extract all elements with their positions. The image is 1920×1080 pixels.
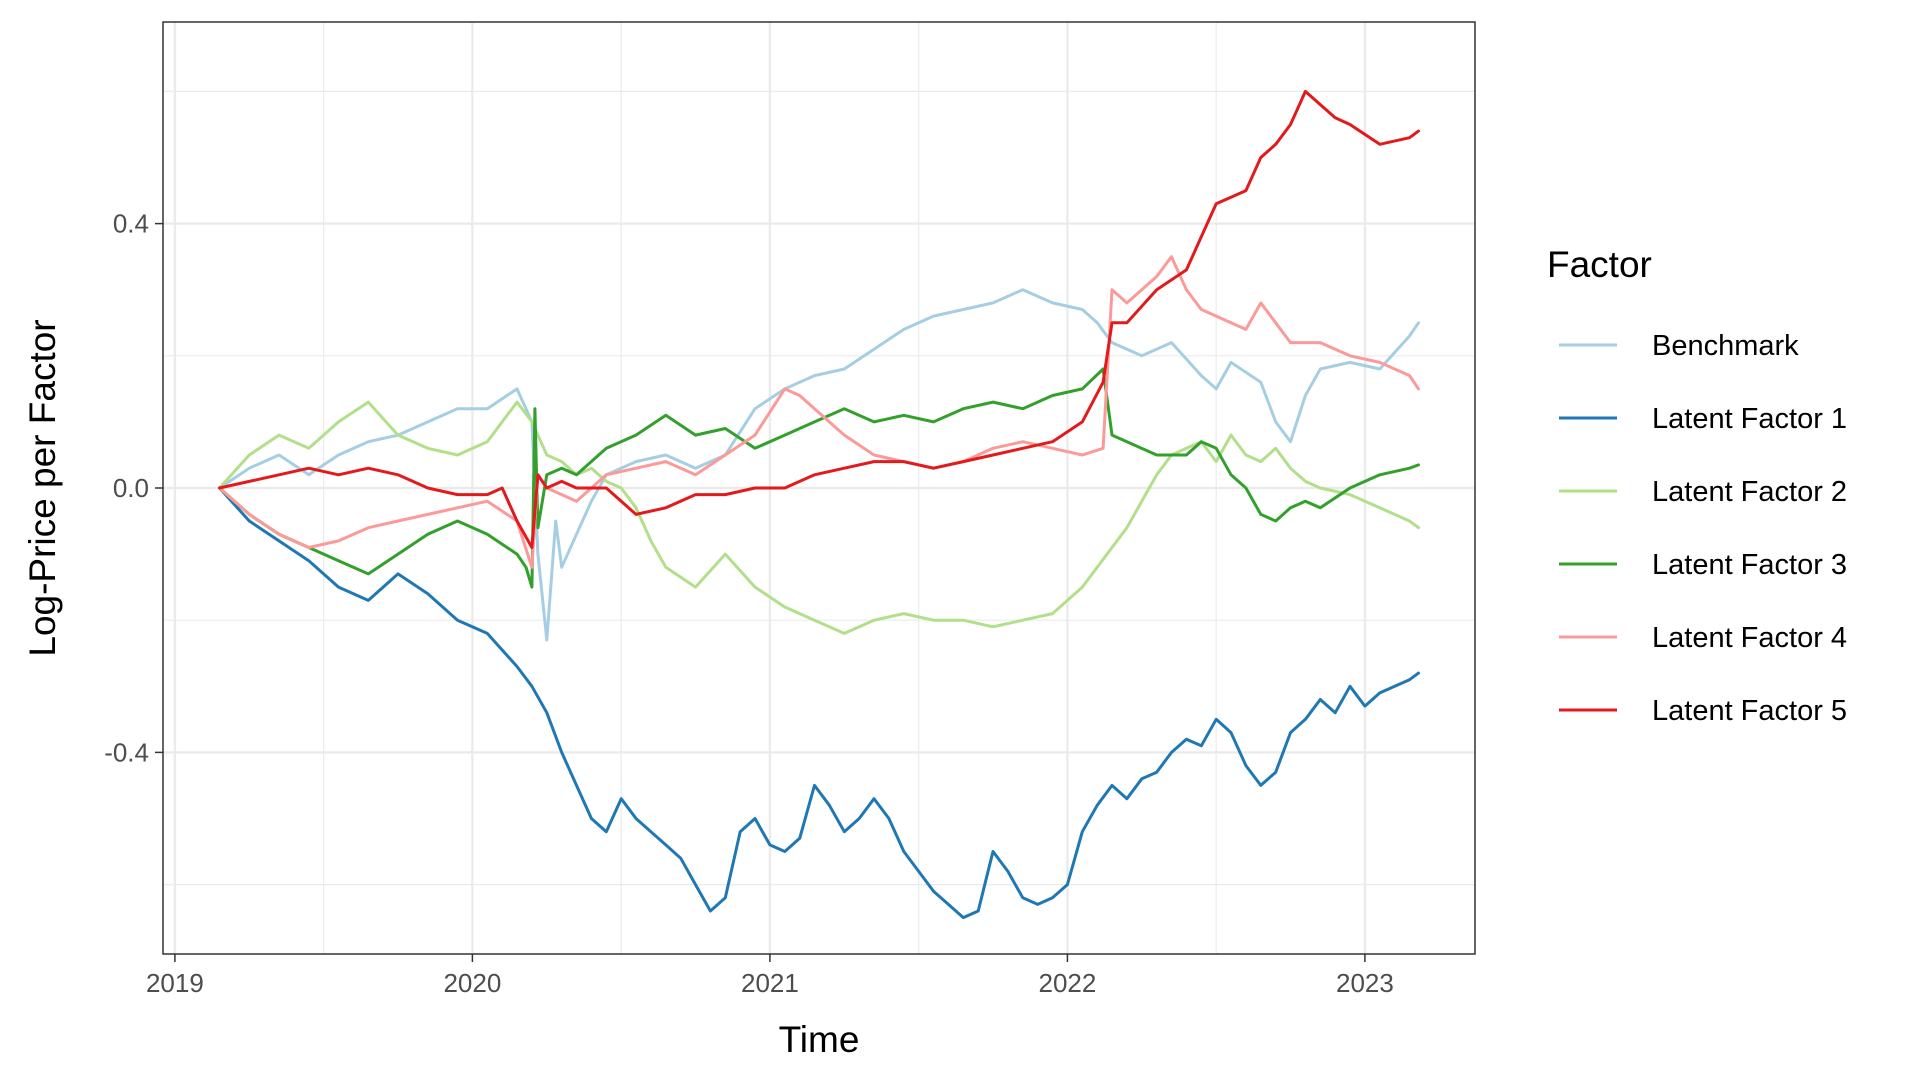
y-tick-label: 0.0: [113, 473, 149, 503]
x-tick-label: 2021: [741, 968, 799, 998]
y-tick-label: 0.4: [113, 209, 149, 239]
legend-label-5: Latent Factor 4: [1652, 622, 1847, 654]
y-axis: -0.4 0.0 0.4: [104, 209, 163, 767]
series-line-2: [218, 486, 1420, 920]
series-line-1: [218, 288, 1420, 642]
legend-label-3: Latent Factor 2: [1652, 476, 1847, 508]
series-line-4: [218, 367, 1420, 589]
x-tick-label: 2023: [1336, 968, 1394, 998]
series-line-5: [218, 255, 1420, 569]
legend-label-1: Benchmark: [1652, 330, 1799, 362]
series-line-6: [218, 89, 1420, 549]
x-tick-label: 2019: [146, 968, 204, 998]
x-tick-label: 2020: [443, 968, 501, 998]
series-line-3: [218, 400, 1420, 635]
x-axis-title: Time: [779, 1019, 860, 1060]
x-tick-label: 2022: [1038, 968, 1096, 998]
y-axis-title: Log-Price per Factor: [22, 319, 63, 656]
legend-label-2: Latent Factor 1: [1652, 403, 1847, 435]
legend: Factor Benchmark Latent Factor 1 Latent Fa…: [1547, 244, 1847, 727]
legend-label-4: Latent Factor 3: [1652, 549, 1847, 581]
x-axis: 2019 2020 2021 2022 2023: [146, 954, 1394, 998]
y-tick-label: -0.4: [104, 737, 149, 767]
legend-label-6: Latent Factor 5: [1652, 695, 1847, 727]
legend-title: Factor: [1547, 244, 1652, 285]
series-layer: [218, 89, 1420, 920]
